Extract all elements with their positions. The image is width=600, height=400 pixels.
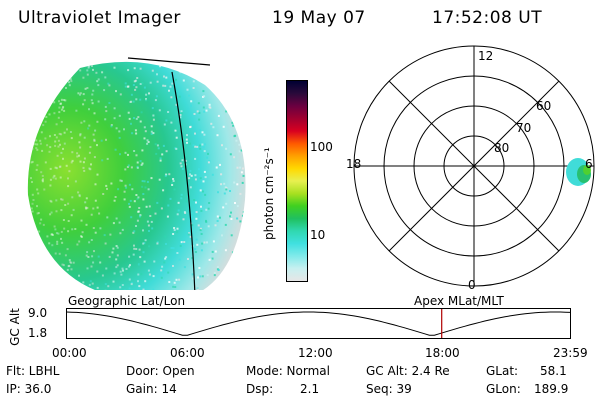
alt-tick-1-8: 1.8 (28, 326, 48, 340)
instrument-title: Ultraviolet Imager (18, 8, 181, 28)
mlt-label-12: 12 (478, 49, 493, 63)
polar-grid: 12 18 6 0 60 70 80 (346, 45, 595, 292)
x-tick-1800: 18:00 (425, 346, 460, 360)
diag-line-b (388, 80, 560, 252)
lat-label-80: 80 (494, 141, 509, 155)
filter-status: Flt: LBHL (6, 364, 60, 378)
x-tick-0000: 00:00 (52, 346, 87, 360)
glon-label: GLon: (486, 382, 521, 396)
mlt-label-6: 6 (585, 157, 593, 171)
ip-status: IP: 36.0 (6, 382, 52, 396)
aurora-patch (566, 158, 591, 186)
speckle-noise (30, 65, 246, 290)
altitude-plot-frame (66, 308, 571, 339)
dsp-value: 2.1 (300, 382, 320, 396)
glat-value: 58.1 (540, 364, 567, 378)
mode-status: Mode: Normal (246, 364, 330, 378)
time-label: 17:52:08 UT (432, 8, 543, 28)
gc-alt-status: GC Alt: 2.4 Re (366, 364, 450, 378)
terminator-line (171, 71, 196, 290)
x-tick-0600: 06:00 (170, 346, 205, 360)
colorbar-tick-10: 10 (310, 228, 326, 242)
gc-alt-axis-label: GC Alt (7, 308, 22, 346)
apex-mlat-label: Apex MLat/MLT (414, 294, 504, 308)
limb-line (127, 57, 211, 66)
geo-latlon-label: Geographic Lat/Lon (68, 294, 186, 308)
colorbar-unit-label: photon cm⁻²s⁻¹ (262, 147, 276, 240)
alt-tick-9: 9.0 (28, 306, 48, 320)
altitude-plot (66, 308, 571, 339)
glon-value: 189.9 (534, 382, 569, 396)
door-status: Door: Open (126, 364, 195, 378)
lat-label-70: 70 (516, 121, 531, 135)
earth-disk (27, 61, 246, 290)
x-tick-2359: 23:59 (553, 346, 588, 360)
gain-status: Gain: 14 (126, 382, 177, 396)
glat-label: GLat: (486, 364, 519, 378)
lat-label-60: 60 (536, 99, 551, 113)
mlt-label-18: 18 (346, 157, 361, 171)
x-tick-1200: 12:00 (298, 346, 333, 360)
dsp-label: Dsp: (246, 382, 274, 396)
seq-status: Seq: 39 (366, 382, 412, 396)
colorbar (286, 80, 308, 282)
mlt-label-0: 0 (468, 278, 476, 292)
colorbar-gradient (287, 81, 307, 281)
colorbar-tick-100: 100 (310, 140, 333, 154)
auroral-image (27, 57, 246, 290)
altitude-curve (66, 311, 571, 336)
date-label: 19 May 07 (272, 8, 366, 28)
